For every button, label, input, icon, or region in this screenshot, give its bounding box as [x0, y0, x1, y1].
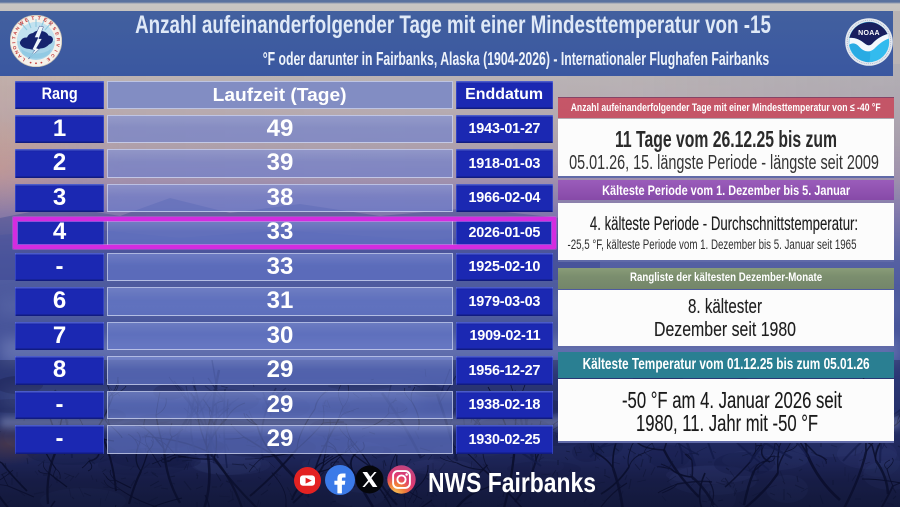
svg-text:L: L [21, 57, 26, 63]
svg-text:W: W [18, 20, 26, 28]
svg-text:A: A [12, 30, 18, 36]
svg-text:N: N [13, 49, 19, 55]
svg-text:C: C [49, 53, 55, 59]
svg-text:S: S [52, 26, 58, 31]
svg-text:N: N [14, 25, 20, 31]
svg-text:E: E [54, 31, 60, 36]
svg-text:T: T [31, 16, 36, 22]
svg-text:I: I [11, 42, 16, 44]
svg-text:V: V [55, 43, 61, 48]
svg-text:NOAA: NOAA [858, 30, 880, 37]
svg-text:T: T [37, 16, 42, 22]
svg-text:A: A [16, 53, 22, 59]
svg-text:E: E [46, 57, 51, 63]
svg-text:O: O [12, 45, 18, 50]
svg-text:T: T [11, 36, 16, 40]
svg-text:E: E [42, 17, 48, 24]
svg-text:E: E [24, 17, 30, 24]
svg-text:R: R [56, 38, 61, 42]
svg-text:R: R [47, 20, 54, 27]
svg-text:I: I [53, 49, 58, 52]
